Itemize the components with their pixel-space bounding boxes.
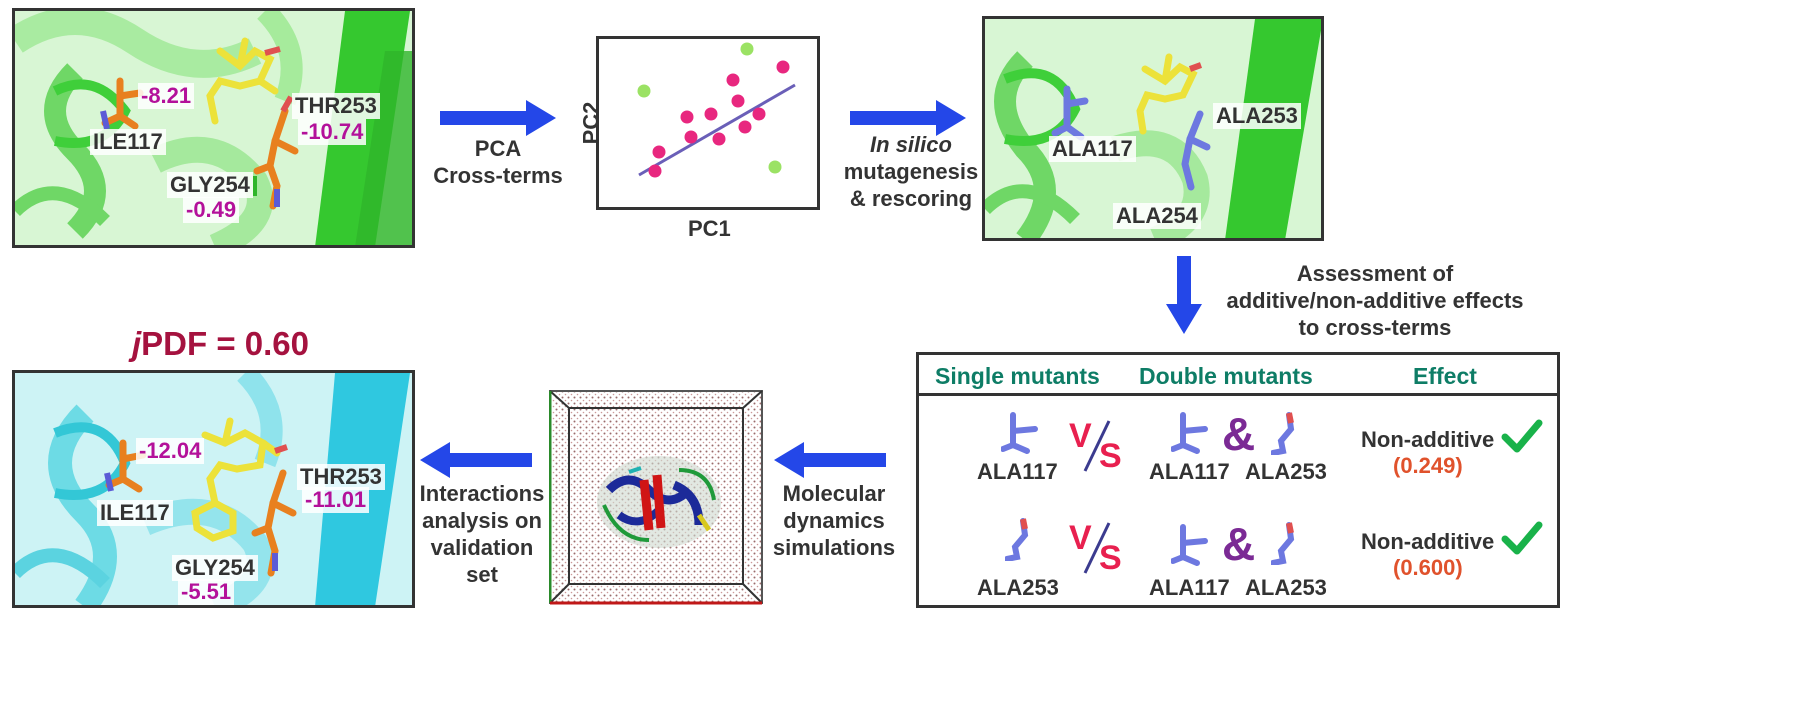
jpdf-title: jPDF = 0.60 — [132, 325, 309, 363]
md-caption-line3: simulations — [772, 535, 896, 560]
check-icon-r1 — [1501, 419, 1543, 453]
vs-s-r1: S — [1099, 437, 1122, 475]
gly254-energy: -0.49 — [183, 197, 240, 223]
vs-slash-r2 — [1083, 522, 1111, 574]
arrow-down-assess — [1166, 256, 1202, 334]
effect-value-r2: (0.600) — [1393, 555, 1463, 580]
header-divider — [919, 393, 1557, 396]
ala253-sticks-double-r1 — [1271, 412, 1295, 455]
effect-value-r1: (0.249) — [1393, 453, 1463, 478]
vs-slash-r1 — [1083, 420, 1111, 472]
md-simulation-box — [548, 390, 764, 606]
header-single: Single mutants — [935, 363, 1100, 389]
ala253-label: ALA253 — [1213, 103, 1301, 129]
thr253-label-validation: THR253 — [297, 464, 385, 490]
ia-caption-line3: validation — [430, 535, 534, 560]
ia-caption: Interactions analysis on validation set — [412, 480, 552, 588]
md-caption: Molecular dynamics simulations — [764, 480, 904, 561]
ia-caption-line2: analysis on — [422, 508, 542, 533]
jpdf-title-rest: PDF = 0.60 — [141, 325, 310, 362]
pca-xlabel: PC1 — [688, 216, 731, 241]
ia-caption-line1: Interactions — [419, 481, 545, 506]
gly254-label: GLY254 — [167, 172, 253, 198]
header-effect: Effect — [1413, 363, 1477, 389]
assess-caption: Assessment of additive/non-additive effe… — [1220, 260, 1530, 341]
thr253-energy-validation: -11.01 — [302, 487, 370, 513]
ile117-label: ILE117 — [90, 129, 166, 155]
ala254-label: ALA254 — [1113, 203, 1201, 229]
protein-blob — [597, 456, 721, 548]
gly254-label-validation: GLY254 — [172, 555, 258, 581]
ala117-sticks-single-r1 — [1001, 412, 1038, 454]
mutants-table: Single mutants Double mutants Effect ALA… — [916, 352, 1560, 608]
md-box-render — [548, 390, 763, 605]
single-r2: ALA253 — [977, 575, 1059, 600]
pca-caption-line1: PCA — [474, 136, 522, 161]
silico-caption-line3: & rescoring — [849, 186, 973, 211]
double-a-r1: ALA117 — [1149, 459, 1230, 484]
jpdf-title-italic: j — [132, 325, 142, 362]
double-b-r2: ALA253 — [1245, 575, 1327, 600]
pca-points-pink — [648, 60, 790, 178]
pca-scatter — [637, 42, 796, 178]
pca-plot — [596, 36, 820, 210]
vs-s-r2: S — [1099, 539, 1122, 577]
silico-caption-line1: In silico — [870, 132, 952, 157]
vs-v-r2: V — [1069, 519, 1092, 557]
ala253-sticks-double-r2 — [1271, 522, 1295, 565]
amp-r2: & — [1222, 518, 1256, 570]
ia-caption-line4: set — [466, 562, 498, 587]
pca-points-green — [637, 42, 782, 174]
gly254-energy-validation: -5.51 — [178, 579, 235, 605]
ala117-label: ALA117 — [1049, 136, 1136, 162]
arrow-right-silico — [850, 100, 966, 136]
panel-validation: -12.04 ILE117 THR253 -11.01 GLY254 -5.51 — [12, 370, 415, 608]
silico-caption-line2: mutagenesis — [843, 159, 979, 184]
pca-trend-line — [638, 83, 796, 177]
silico-caption: In silico mutagenesis & rescoring — [826, 131, 996, 212]
panel-mutant: ALA117 ALA253 ALA254 — [982, 16, 1324, 241]
assess-caption-line2: additive/non-additive effects — [1226, 288, 1524, 313]
ala253-sticks-single-r2 — [1005, 518, 1029, 561]
ala117-sticks-double-r2 — [1171, 524, 1208, 566]
amp-r1: & — [1222, 408, 1256, 460]
assess-caption-line3: to cross-terms — [1298, 315, 1452, 340]
vs-v-r1: V — [1069, 417, 1092, 455]
pca-ylabel: PC2 — [578, 101, 604, 145]
panel-wildtype: -8.21 ILE117 THR253 -10.74 GLY254 -0.49 — [12, 8, 415, 248]
effect-r1: Non-additive — [1361, 427, 1495, 452]
thr253-label: THR253 — [292, 93, 380, 119]
assess-caption-line1: Assessment of — [1296, 261, 1454, 286]
ile117-energy-validation: -12.04 — [136, 438, 205, 464]
thr253-energy: -10.74 — [298, 119, 367, 145]
pca-caption-line2: Cross-terms — [433, 163, 563, 188]
ile117-energy: -8.21 — [138, 83, 195, 109]
header-double: Double mutants — [1139, 363, 1313, 389]
arrow-left-ia — [420, 442, 532, 478]
pca-caption: PCA Cross-terms — [418, 135, 578, 189]
md-caption-line2: dynamics — [783, 508, 885, 533]
arrow-right-pca — [440, 100, 556, 136]
effect-r2: Non-additive — [1361, 529, 1495, 554]
arrow-left-md — [774, 442, 886, 478]
md-caption-line1: Molecular — [782, 481, 886, 506]
check-icon-r2 — [1501, 521, 1543, 555]
single-r1: ALA117 — [977, 459, 1058, 484]
ile117-label-validation: ILE117 — [97, 500, 173, 526]
ala117-sticks-double-r1 — [1171, 412, 1208, 454]
double-b-r1: ALA253 — [1245, 459, 1327, 484]
double-a-r2: ALA117 — [1149, 575, 1230, 600]
